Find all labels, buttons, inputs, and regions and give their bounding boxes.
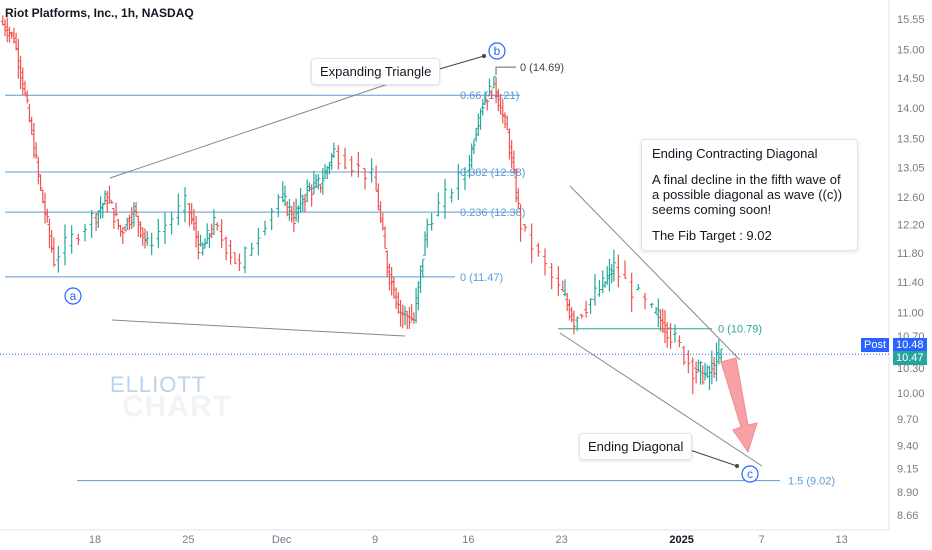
fib-label: 0 (14.69) — [520, 62, 564, 74]
expanding-triangle-pointer — [435, 55, 485, 71]
y-tick-label: 10.00 — [897, 388, 925, 400]
fib-label: 1.5 (9.02) — [788, 476, 835, 488]
wave-label-b: b — [494, 44, 501, 58]
expanding-triangle-callout: Expanding Triangle — [311, 58, 441, 85]
y-tick-label: 15.55 — [897, 14, 925, 26]
y-tick-label: 12.20 — [897, 220, 925, 232]
diagonal-lower-line — [559, 332, 763, 467]
pointer-dot — [735, 464, 739, 468]
diagonal-upper-line — [569, 185, 741, 361]
y-tick-label: 12.60 — [897, 192, 925, 204]
info-target: The Fib Target : 9.02 — [652, 228, 772, 243]
info-title: Ending Contracting Diagonal — [652, 146, 818, 161]
y-tick-label: 14.50 — [897, 73, 925, 85]
ending-diagonal-pointer — [689, 449, 738, 467]
y-tick-label: 13.05 — [897, 162, 925, 174]
x-tick-label: 18 — [89, 534, 101, 546]
y-tick-label: 11.40 — [897, 277, 924, 289]
x-tick-label: Dec — [272, 534, 292, 546]
ticker-title: Riot Platforms, Inc., 1h, NASDAQ — [5, 6, 194, 20]
last-price-badge: 10.47 — [893, 351, 927, 365]
y-tick-label: 11.80 — [897, 248, 924, 260]
y-tick-label: 9.40 — [897, 441, 918, 453]
y-tick-label: 11.00 — [897, 307, 924, 319]
y-tick-label: 15.00 — [897, 44, 925, 56]
post-tag: Post — [861, 338, 890, 352]
x-tick-label: 2025 — [669, 534, 693, 546]
x-tick-label: 9 — [372, 534, 378, 546]
analysis-info-box: Ending Contracting Diagonal A final decl… — [641, 139, 858, 251]
y-tick-label: 8.66 — [897, 510, 918, 522]
y-tick-label: 13.50 — [897, 134, 925, 146]
x-tick-label: 25 — [182, 534, 194, 546]
y-tick-label: 10.30 — [897, 363, 925, 375]
pointer-dot — [482, 54, 486, 58]
y-tick-label: 14.00 — [897, 103, 925, 115]
x-tick-label: 16 — [462, 534, 474, 546]
watermark-line1: ELLIOTT — [110, 372, 207, 397]
triangle-upper-line — [109, 79, 401, 179]
wave-circle-b — [488, 42, 506, 60]
wave-circle-c — [741, 465, 759, 483]
y-tick-label: 9.15 — [897, 463, 918, 475]
projection-arrow — [720, 357, 758, 454]
y-tick-label: 9.70 — [897, 414, 918, 426]
x-tick-label: 7 — [759, 534, 765, 546]
fib-label: 0.66 (14.21) — [460, 90, 519, 102]
wave-label-c: c — [747, 467, 753, 481]
fib-label: 0 (10.79) — [718, 324, 762, 336]
fib-label: 0.382 (12.98) — [460, 167, 525, 179]
y-tick-label: 8.90 — [897, 487, 918, 499]
wave-circle-a — [64, 287, 82, 305]
wave-label-a: a — [70, 289, 77, 303]
x-tick-label: 23 — [556, 534, 568, 546]
post-price-badge: 10.48 — [893, 338, 927, 352]
info-body: A final decline in the fifth wave of a p… — [652, 172, 843, 217]
triangle-lower-line — [111, 319, 406, 337]
fib-label: 0.236 (12.38) — [460, 207, 525, 219]
ending-diagonal-callout: Ending Diagonal — [579, 433, 693, 460]
x-tick-label: 13 — [836, 534, 848, 546]
fib-line-top — [495, 66, 516, 76]
fib-label: 0 (11.47) — [460, 272, 503, 284]
watermark-line2: CHART — [122, 390, 232, 423]
